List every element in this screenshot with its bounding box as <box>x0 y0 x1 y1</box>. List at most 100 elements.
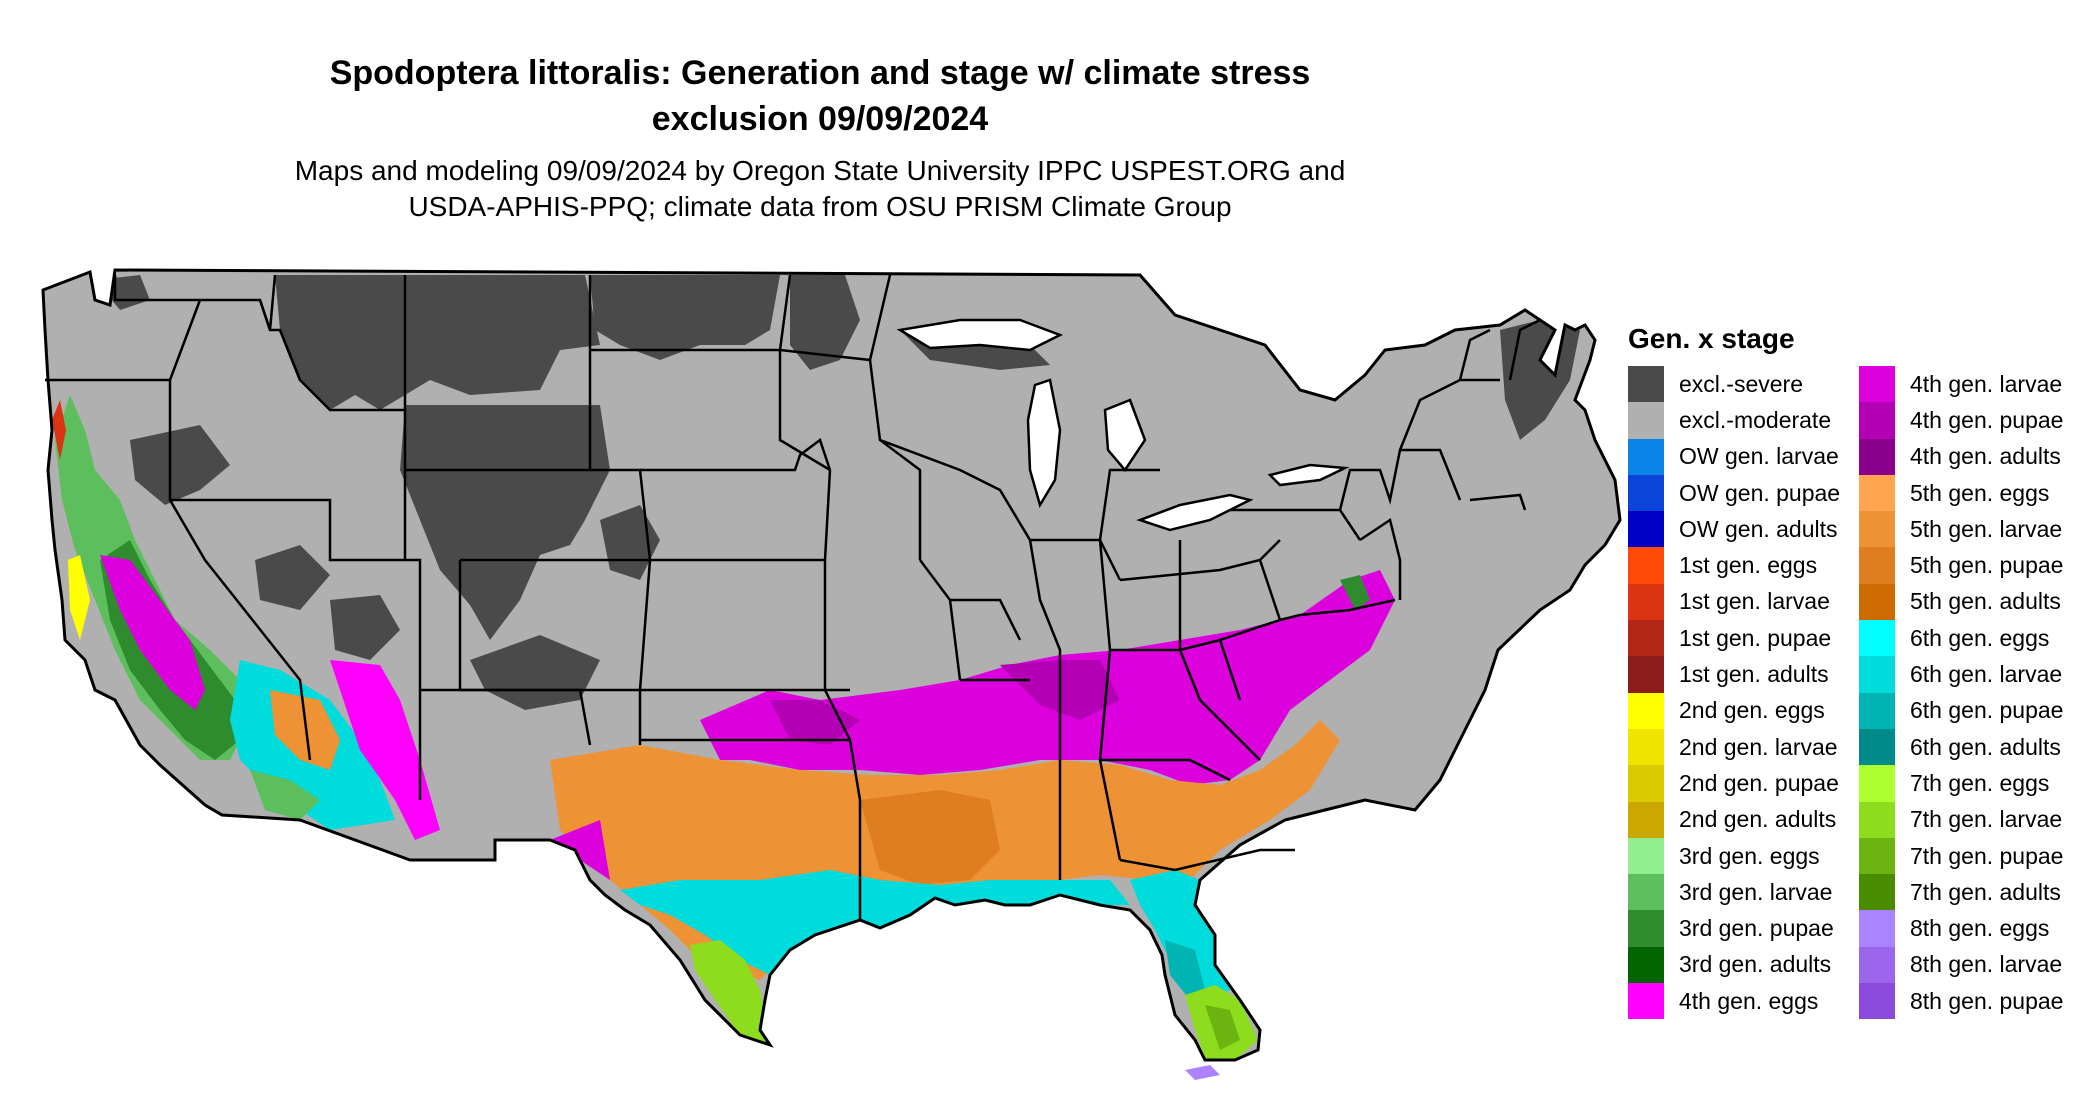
legend-swatch <box>1859 837 1895 875</box>
legend-swatch <box>1628 366 1664 403</box>
legend-item: 3rd gen. larvae <box>1628 874 1840 911</box>
legend-label: excl.-moderate <box>1679 406 1832 433</box>
legend-swatch <box>1859 656 1895 693</box>
legend-label: 4th gen. eggs <box>1679 987 1819 1014</box>
legend-label: 6th gen. eggs <box>1910 624 2050 651</box>
legend-swatch <box>1859 366 1895 403</box>
legend-item: 3rd gen. eggs <box>1628 837 1840 875</box>
legend-label: 2nd gen. pupae <box>1679 769 1839 796</box>
va-3rd-gen <box>1340 575 1370 610</box>
legend-swatch <box>1628 983 1664 1020</box>
legend-label: excl.-severe <box>1679 370 1803 397</box>
legend-label: 3rd gen. pupae <box>1679 915 1834 942</box>
legend-swatch <box>1859 620 1895 657</box>
tx-south-7th <box>690 940 770 1045</box>
legend-item: 6th gen. adults <box>1859 728 2063 766</box>
legend-label: 6th gen. adults <box>1910 733 2061 760</box>
subtitle-line-1: Maps and modeling 09/09/2024 by Oregon S… <box>294 155 1346 186</box>
legend-swatch <box>1859 438 1895 475</box>
legend-item: 5th gen. adults <box>1859 583 2063 621</box>
legend-item: excl.-moderate <box>1628 402 1840 439</box>
legend-label: 7th gen. eggs <box>1910 769 2050 796</box>
legend-label: 7th gen. larvae <box>1910 806 2063 833</box>
legend-label: 5th gen. eggs <box>1910 479 2050 506</box>
legend-swatch <box>1859 474 1895 512</box>
legend-label: 1st gen. eggs <box>1679 552 1818 579</box>
ca-coast-2nd <box>68 555 90 640</box>
se-5th-pupae <box>860 790 1000 885</box>
legend-swatch <box>1628 946 1664 984</box>
legend-item: 2nd gen. pupae <box>1628 765 1840 802</box>
map-title: Spodoptera littoralis: Generation and st… <box>180 50 1460 142</box>
lake-ontario <box>1267 463 1350 487</box>
legend-item: 4th gen. eggs <box>1628 983 1840 1020</box>
legend-label: 2nd gen. adults <box>1679 806 1837 833</box>
legend-item: 1st gen. adults <box>1628 656 1840 693</box>
ca-coast-1st <box>52 400 66 460</box>
legend-label: OW gen. adults <box>1679 515 1838 542</box>
lake-erie <box>1136 493 1254 532</box>
legend-column-2: 4th gen. larvae 4th gen. pupae 4th gen. ad… <box>1859 366 2064 1020</box>
se-4th-pupae-west <box>770 700 860 745</box>
subtitle-line-2: USDA-APHIS-PPQ; climate data from OSU PR… <box>408 191 1232 222</box>
gulf-6th-gen <box>620 870 1130 975</box>
legend-item: 7th gen. pupae <box>1859 837 2064 875</box>
legend-label: 4th gen. pupae <box>1910 406 2064 433</box>
ca-central-valley-4th <box>100 555 205 710</box>
legend-label: 5th gen. pupae <box>1910 552 2064 579</box>
legend-item: 6th gen. larvae <box>1859 656 2063 693</box>
fl-6th-pupae <box>1165 940 1205 1000</box>
legend-label: 1st gen. pupae <box>1679 624 1832 651</box>
legend-item: 2nd gen. larvae <box>1628 728 1840 766</box>
legend-item: 8th gen. pupae <box>1859 983 2064 1020</box>
legend-item: 6th gen. pupae <box>1859 692 2064 729</box>
legend-label: 8th gen. pupae <box>1910 987 2064 1014</box>
lake-superior <box>896 318 1064 352</box>
legend-item: OW gen. pupae <box>1628 474 1840 512</box>
legend-item: OW gen. larvae <box>1628 438 1840 475</box>
legend-label: 6th gen. larvae <box>1910 661 2063 688</box>
legend-swatch <box>1628 656 1664 693</box>
legend-swatch <box>1628 874 1664 911</box>
map-subtitle: Maps and modeling 09/09/2024 by Oregon S… <box>180 153 1460 225</box>
state-boundaries <box>45 274 1541 920</box>
legend-label: 6th gen. pupae <box>1910 697 2064 724</box>
legend-item: 8th gen. eggs <box>1859 910 2063 947</box>
lake-huron <box>1103 398 1147 473</box>
legend-swatch <box>1628 910 1664 947</box>
legend-swatch <box>1628 692 1664 729</box>
legend-swatch <box>1628 728 1664 766</box>
legend-swatch <box>1859 765 1895 802</box>
sw-3rd-larvae <box>250 770 320 820</box>
legend-swatch <box>1628 547 1664 584</box>
legend-item: 2nd gen. adults <box>1628 801 1840 838</box>
lake-michigan <box>1026 378 1062 509</box>
legend-label: 3rd gen. adults <box>1679 951 1832 978</box>
legend-swatch <box>1628 402 1664 439</box>
legend-label: 8th gen. larvae <box>1910 951 2063 978</box>
legend-item: 6th gen. eggs <box>1859 620 2063 657</box>
legend-item: 5th gen. eggs <box>1859 474 2063 512</box>
legend-item: 5th gen. larvae <box>1859 511 2063 548</box>
legend-label: 3rd gen. larvae <box>1679 878 1833 905</box>
legend-label: 2nd gen. eggs <box>1679 697 1825 724</box>
legend-label: 3rd gen. eggs <box>1679 842 1820 869</box>
legend-swatch <box>1859 983 1895 1020</box>
excl-moderate-base <box>43 270 1620 1060</box>
legend-swatch <box>1628 837 1664 875</box>
legend-item: 4th gen. pupae <box>1859 402 2064 439</box>
legend-swatch <box>1859 402 1895 439</box>
legend-item: 3rd gen. adults <box>1628 946 1840 984</box>
legend-label: 4th gen. adults <box>1910 443 2061 470</box>
legend-item: 7th gen. larvae <box>1859 801 2063 838</box>
fl-keys-8th <box>1185 1065 1220 1080</box>
legend-item: 1st gen. pupae <box>1628 620 1840 657</box>
legend-label: 8th gen. eggs <box>1910 915 2050 942</box>
legend-item: 1st gen. larvae <box>1628 583 1840 621</box>
legend-label: OW gen. larvae <box>1679 443 1839 470</box>
legend-label: 7th gen. pupae <box>1910 842 2064 869</box>
legend-swatch <box>1628 765 1664 802</box>
legend-swatch <box>1859 910 1895 947</box>
legend-swatch <box>1859 946 1895 984</box>
